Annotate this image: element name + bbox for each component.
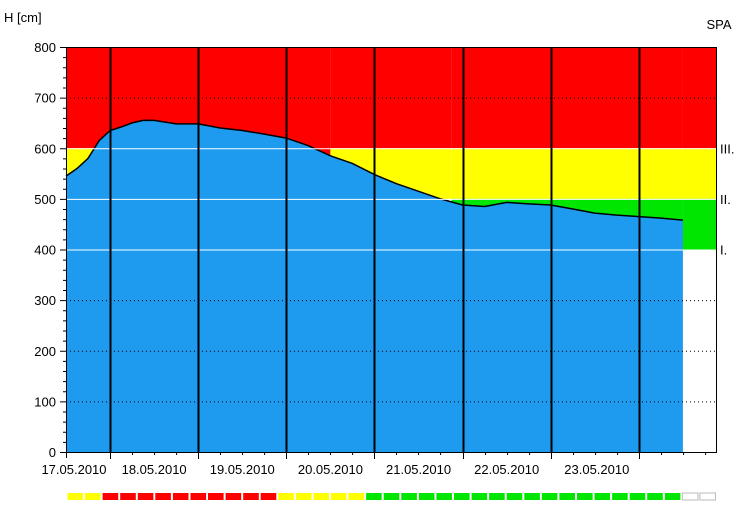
y-tick-label: 100 [34, 394, 56, 409]
alert-strip-segment-yellow [295, 493, 312, 500]
alert-strip-segment-red [190, 493, 207, 500]
alert-strip-segment-yellow [85, 493, 101, 500]
flood-level-label: I. [720, 243, 727, 258]
x-tick-label: 21.05.2010 [386, 462, 451, 477]
x-tick-label: 23.05.2010 [564, 462, 629, 477]
water-level-line [65, 119, 683, 221]
alert-strip-segment-green [489, 493, 505, 500]
y-tick-label: 600 [34, 141, 56, 156]
zone-band-red-top [682, 47, 716, 149]
zone-band-yellow-mid [451, 148, 683, 199]
zone-band-yellow-mid [682, 148, 716, 199]
alert-strip-segment-yellow [67, 493, 84, 500]
x-tick-label: 22.05.2010 [474, 462, 539, 477]
alert-strip-segment-red [120, 493, 136, 500]
alert-strip-segment-red [225, 493, 242, 500]
flood-level-label: II. [720, 192, 731, 207]
y-tick-label: 300 [34, 293, 56, 308]
zone-band-empty [682, 249, 716, 452]
alert-strip-segment-green [664, 493, 681, 500]
x-tick-label: 18.05.2010 [122, 462, 187, 477]
alert-strip-segment-green [436, 493, 452, 500]
station-label: SPA [706, 17, 731, 32]
alert-strip-segment-green [454, 493, 470, 500]
y-axis-title: H [cm] [4, 10, 42, 25]
chart-grid [66, 47, 716, 452]
x-axis: 17.05.2010 18.05.2010 19.05.2010 20.05.2010… [41, 452, 707, 477]
alert-strip-segment-green [577, 493, 593, 500]
flood-level-label: III. [720, 141, 734, 156]
alert-strip-segment-yellow [278, 493, 294, 500]
alert-strip-segment-yellow [313, 493, 329, 500]
alert-strip-segment-green [366, 493, 382, 500]
y-tick-label: 500 [34, 192, 56, 207]
alert-strip-segment-empty [681, 492, 699, 501]
alert-strip-segment-green [506, 493, 523, 500]
alert-strip-segment-red [155, 493, 171, 500]
x-tick-label: 19.05.2010 [210, 462, 275, 477]
alert-strip-segment-green [612, 493, 628, 500]
alert-strip-segment-green [383, 493, 400, 500]
zone-band-red-top [66, 47, 111, 149]
x-tick-label: 17.05.2010 [41, 462, 106, 477]
alert-strip-segment-yellow [348, 493, 365, 500]
alert-strip-segment-green [541, 493, 558, 500]
y-tick-label: 0 [49, 445, 56, 460]
alert-strip-segment-green [418, 493, 435, 500]
alert-strip-segment-red [102, 493, 119, 500]
alert-strip-segment-red [260, 493, 277, 500]
y-tick-label: 700 [34, 91, 56, 106]
flood-level-labels: I. II. III. [720, 141, 734, 257]
alert-strip-segment-red [137, 493, 154, 500]
alert-strip-segment-red [172, 493, 189, 500]
y-tick-label: 400 [34, 243, 56, 258]
alert-strip-segment-empty [699, 492, 717, 501]
y-axis: 0 100 200 300 400 500 600 700 800 [34, 40, 67, 460]
alert-strip-segment-green [524, 493, 540, 500]
x-tick-label: 20.05.2010 [298, 462, 363, 477]
alert-strip-segment-green [471, 493, 488, 500]
alert-strip-segment-red [243, 493, 259, 500]
alert-strip-segment-red [208, 493, 224, 500]
alert-strip-segment-green [559, 493, 575, 500]
zone-band-green [682, 198, 716, 250]
alert-strip-segment-green [629, 493, 646, 500]
alert-strip-segment-green [647, 493, 663, 500]
alert-strip [67, 492, 717, 501]
y-tick-label: 200 [34, 344, 56, 359]
y-tick-label: 800 [34, 40, 56, 55]
alert-strip-segment-green [594, 493, 611, 500]
alert-strip-segment-green [401, 493, 417, 500]
alert-strip-segment-yellow [331, 493, 347, 500]
